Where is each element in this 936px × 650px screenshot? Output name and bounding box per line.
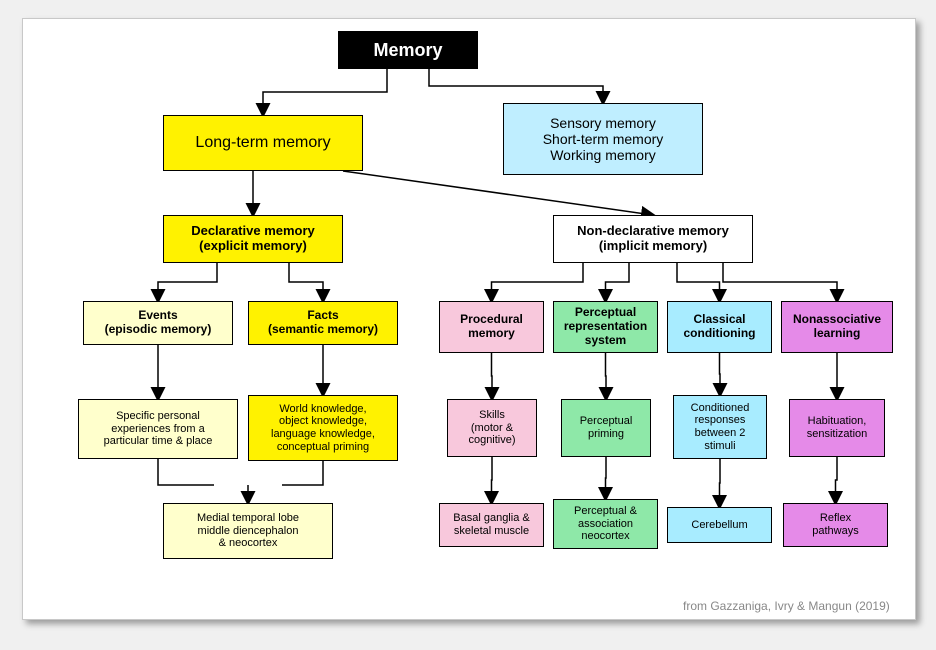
node-cond_resp: Conditionedresponsesbetween 2stimuli [673,395,767,459]
node-nonassoc: Nonassociativelearning [781,301,893,353]
node-label: Declarative memory(explicit memory) [191,224,315,254]
node-facts_desc: World knowledge,object knowledge,languag… [248,395,398,461]
node-events_desc: Specific personalexperiences from aparti… [78,399,238,459]
node-label: Perceptualrepresentationsystem [564,306,647,347]
node-label: Non-declarative memory(implicit memory) [577,224,729,254]
node-perc_neo: Perceptual &associationneocortex [553,499,658,549]
node-other_mem: Sensory memoryShort-term memoryWorking m… [503,103,703,175]
node-basal: Basal ganglia &skeletal muscle [439,503,544,547]
edge-ltm-nondeclarative [343,171,653,215]
edge-memory-ltm [263,69,387,115]
node-cerebellum: Cerebellum [667,507,772,543]
edge-declarative-events [158,263,217,301]
node-label: Memory [373,40,442,61]
node-label: Cerebellum [691,519,747,532]
node-reflex: Reflexpathways [783,503,888,547]
node-procedural: Proceduralmemory [439,301,544,353]
edge-cond_resp-cerebellum [720,459,721,507]
node-skills: Skills(motor &cognitive) [447,399,537,457]
node-label: Skills(motor &cognitive) [468,409,515,447]
edge-classical-cond_resp [720,353,721,395]
edge-perc_priming-perc_neo [606,457,607,499]
edge-skills-basal [492,457,493,503]
diagram-card: Memory Long-term memory Sensory memoryShor… [22,18,916,620]
node-label: Proceduralmemory [460,313,523,341]
node-label: Habituation,sensitization [807,415,868,440]
node-label: Nonassociativelearning [793,313,881,341]
node-nondeclarative: Non-declarative memory(implicit memory) [553,215,753,263]
edge-nondeclarative-classical [677,263,720,301]
node-memory: Memory [338,31,478,69]
node-perc_priming: Perceptualpriming [561,399,651,457]
node-label: Sensory memoryShort-term memoryWorking m… [543,115,664,163]
node-medial: Medial temporal lobemiddle diencephalon&… [163,503,333,559]
page: Memory Long-term memory Sensory memoryShor… [0,0,936,650]
node-label: Basal ganglia &skeletal muscle [453,512,529,537]
node-declarative: Declarative memory(explicit memory) [163,215,343,263]
edge-nondeclarative-nonassoc [723,263,837,301]
node-label: Long-term memory [195,134,330,152]
node-label: Facts(semantic memory) [268,309,378,337]
node-facts: Facts(semantic memory) [248,301,398,345]
node-label: Reflexpathways [812,512,858,537]
node-label: Events(episodic memory) [105,309,212,337]
edge-perceptual_rep-perc_priming [606,353,607,399]
node-label: Perceptual &associationneocortex [574,505,637,543]
edge-merge-facts_desc-medial [282,461,323,485]
node-events: Events(episodic memory) [83,301,233,345]
edge-merge-events_desc-medial [158,459,214,485]
node-habituation: Habituation,sensitization [789,399,885,457]
node-label: Perceptualpriming [580,415,633,440]
edge-procedural-skills [492,353,493,399]
node-label: Classicalconditioning [684,313,756,341]
node-ltm: Long-term memory [163,115,363,171]
node-perceptual_rep: Perceptualrepresentationsystem [553,301,658,353]
edge-declarative-facts [289,263,323,301]
citation-text: from Gazzaniga, Ivry & Mangun (2019) [683,599,890,613]
edge-nondeclarative-perceptual_rep [606,263,630,301]
node-label: Specific personalexperiences from aparti… [104,410,213,448]
edge-memory-other_mem [429,69,603,103]
edge-habituation-reflex [836,457,838,503]
node-label: Medial temporal lobemiddle diencephalon&… [197,512,299,550]
node-classical: Classicalconditioning [667,301,772,353]
node-label: World knowledge,object knowledge,languag… [271,403,375,454]
edge-nondeclarative-procedural [492,263,584,301]
node-label: Conditionedresponsesbetween 2stimuli [691,402,750,453]
